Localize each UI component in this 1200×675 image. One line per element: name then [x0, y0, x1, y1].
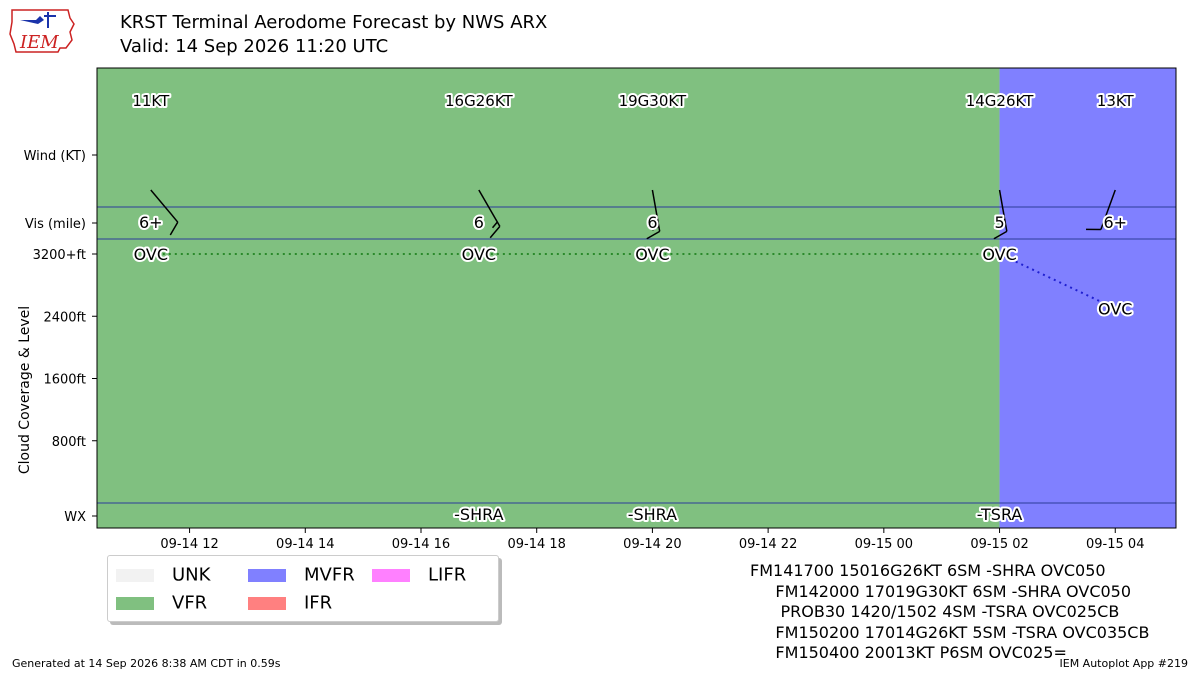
wind-barb-flag	[993, 230, 1008, 240]
category-span-vfr	[97, 68, 1000, 528]
chart-valid-time: Valid: 14 Sep 2026 11:20 UTC	[120, 36, 389, 57]
wind-barb-shaft	[651, 189, 661, 232]
vis-value-label: 6	[647, 213, 657, 232]
app-footer: IEM Autoplot App #219	[1059, 657, 1189, 670]
wx-label: -SHRA	[454, 505, 503, 524]
wind-text-label: 11KT	[132, 92, 170, 110]
x-tick-label: 09-14 16	[392, 537, 450, 552]
plot-frame	[96, 67, 1177, 529]
wind-barb-half	[491, 221, 498, 229]
svg-text:IEM: IEM	[19, 32, 59, 53]
x-tick-label: 09-15 02	[970, 537, 1028, 552]
legend-item-mvfr: MVFR	[248, 564, 355, 586]
legend-label: MVFR	[304, 564, 355, 586]
legend-label: IFR	[304, 592, 333, 614]
wind-text-label: 19G30KT	[619, 92, 687, 110]
cloud-label: OVC	[134, 245, 168, 264]
cloud-label: OVC	[462, 245, 496, 264]
wind-barb-shaft	[998, 189, 1008, 232]
cloud-label: OVC	[982, 245, 1016, 264]
taf-line: FM141700 15016G26KT 6SM -SHRA OVC050	[750, 561, 1106, 580]
legend-item-lifr: LIFR	[372, 564, 466, 586]
legend-label: VFR	[172, 592, 208, 614]
wx-label: -SHRA	[628, 505, 677, 524]
x-tick-label: 09-14 20	[623, 537, 681, 552]
wind-text-label: 13KT	[1097, 92, 1135, 110]
vis-value-label: 6	[474, 213, 484, 232]
x-tick-label: 09-14 22	[739, 537, 797, 552]
y-axis-label: Cloud Coverage & Level	[17, 306, 33, 474]
y-tick-label: 1600ft	[43, 373, 86, 388]
vis-row-label: Vis (mile)	[25, 217, 86, 232]
legend-swatch	[116, 568, 154, 582]
taf-text: FM141700 15016G26KT 6SM -SHRA OVC050 FM1…	[750, 561, 1149, 664]
cloud-label: OVC	[635, 245, 669, 264]
legend-label: LIFR	[428, 564, 467, 586]
legend-swatch	[248, 568, 286, 582]
taf-line: PROB30 1420/1502 4SM -TSRA OVC025CB	[750, 602, 1120, 621]
wind-barb-flag	[646, 230, 661, 240]
chart-title: KRST Terminal Aerodome Forecast by NWS A…	[120, 12, 548, 33]
cloud-label: OVC	[1098, 299, 1132, 318]
wx-row-label: WX	[64, 510, 86, 525]
wind-barb-shaft	[150, 189, 179, 223]
category-span-mvfr	[999, 68, 1176, 528]
wx-label: -TSRA	[977, 505, 1023, 524]
x-tick-label: 09-14 18	[507, 537, 565, 552]
wind-barb-shaft	[1100, 189, 1116, 230]
legend-item-unk: UNK	[116, 564, 210, 586]
x-tick-label: 09-14 12	[160, 537, 218, 552]
x-tick-label: 09-15 00	[855, 537, 913, 552]
wind-barb-flag	[489, 225, 501, 239]
legend: UNK VFR MVFR IFR LIFR	[107, 555, 499, 622]
vis-value-label: 6+	[139, 213, 163, 232]
legend-swatch	[372, 568, 410, 582]
wind-barb-shaft	[478, 189, 501, 227]
vis-value-label: 6+	[1103, 213, 1127, 232]
y-tick-label: 800ft	[52, 435, 86, 450]
wind-barb-flag	[169, 221, 179, 236]
legend-swatch	[116, 596, 154, 610]
taf-line: FM142000 17019G30KT 6SM -SHRA OVC050	[750, 581, 1132, 601]
legend-label: UNK	[172, 564, 211, 586]
vis-value-label: 5	[994, 213, 1004, 232]
x-tick-label: 09-14 14	[276, 537, 334, 552]
iem-logo: IEM	[8, 4, 78, 60]
taf-line: FM150400 20013KT P6SM OVC025=	[750, 643, 1067, 662]
wind-text-label: 14G26KT	[966, 92, 1034, 110]
legend-item-vfr: VFR	[116, 592, 207, 614]
taf-line: FM150200 17014G26KT 5SM -TSRA OVC035CB	[750, 622, 1150, 642]
wind-text-label: 16G26KT	[445, 92, 513, 110]
wind-barb-half	[652, 225, 660, 231]
legend-item-ifr: IFR	[248, 592, 332, 614]
wind-row-label: Wind (KT)	[24, 149, 86, 164]
x-tick-label: 09-15 04	[1086, 537, 1144, 552]
y-tick-label: 3200+ft	[33, 248, 86, 263]
legend-swatch	[248, 596, 286, 610]
generated-footer: Generated at 14 Sep 2026 8:38 AM CDT in …	[12, 657, 281, 670]
y-tick-label: 2400ft	[43, 310, 86, 325]
